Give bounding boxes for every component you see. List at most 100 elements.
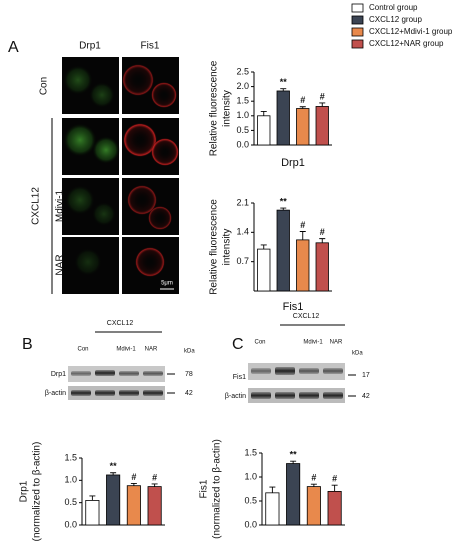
y-tick-label: 0.5 — [236, 125, 249, 135]
bar — [257, 115, 271, 146]
error-bar — [319, 102, 326, 107]
error-bar — [299, 106, 306, 109]
error-bar — [130, 483, 137, 486]
y-tick-label: 0.0 — [236, 139, 249, 149]
lane-label: Con — [254, 340, 265, 346]
lane-label: Con — [77, 347, 88, 353]
y-tick-label: 1.4 — [236, 227, 249, 237]
bar — [315, 106, 329, 146]
y-tick-label: 0.5 — [64, 497, 77, 507]
error-bar — [331, 484, 338, 492]
legend-label: CXCL12+Mdivi-1 group — [369, 27, 453, 36]
bar — [296, 239, 310, 292]
panel-label: B — [22, 336, 33, 353]
y-tick-label: 0.0 — [244, 519, 257, 529]
panel-label: C — [232, 336, 244, 353]
column-label: Fis1 — [141, 41, 160, 52]
bar — [327, 490, 342, 526]
protein-label: Fis1 — [233, 374, 246, 381]
row-label: NAR — [55, 254, 66, 275]
y-axis-label: (normalized to β-actin) — [212, 439, 223, 539]
error-bar — [290, 460, 297, 464]
protein-label: β-actin — [45, 390, 66, 397]
error-bar — [299, 231, 306, 240]
annotation: # — [131, 472, 136, 482]
micrographs — [62, 57, 179, 294]
error-bar — [310, 483, 317, 487]
bar — [296, 108, 310, 146]
size-label: 42 — [185, 390, 193, 397]
y-tick-label: 0.5 — [244, 495, 257, 505]
group-label: CXCL12 — [31, 187, 42, 225]
legend-swatch — [351, 39, 364, 49]
y-axis-label: Drp1 — [19, 480, 30, 502]
y-tick-label: 0.0 — [64, 519, 77, 529]
y-tick-label: 1.5 — [244, 447, 257, 457]
lane-label: Mdivi-1 — [303, 340, 323, 346]
y-tick-label: 0.7 — [236, 256, 249, 266]
kda-label: kDa — [352, 351, 363, 357]
column-label: Drp1 — [79, 41, 101, 52]
group-label: CXCL12 — [107, 320, 134, 327]
annotation: ** — [280, 77, 288, 87]
blot — [248, 388, 345, 403]
x-axis-label: Drp1 — [281, 157, 305, 169]
bar — [276, 90, 290, 146]
error-bar — [269, 486, 276, 493]
protein-label: β-actin — [225, 393, 246, 400]
bands — [71, 370, 163, 396]
annotation: # — [311, 473, 316, 483]
legend-swatch — [351, 27, 364, 37]
y-axis-label: (normalized to β-actin) — [32, 442, 43, 542]
scale-label: 5μm — [161, 281, 173, 287]
kda-label: kDa — [184, 349, 195, 355]
annotation: # — [300, 95, 305, 105]
legend-label: Control group — [369, 3, 418, 12]
error-bar — [151, 483, 158, 487]
y-tick-label: 2.5 — [236, 66, 249, 76]
y-tick-label: 1.0 — [64, 475, 77, 485]
annotation: ** — [290, 450, 298, 460]
x-axis-label: Fis1 — [283, 301, 304, 313]
error-bar — [110, 472, 117, 475]
blot — [248, 363, 345, 380]
annotation: # — [300, 220, 305, 230]
bar — [315, 242, 329, 292]
y-tick-label: 1.0 — [236, 110, 249, 120]
y-axis-label: Fis1 — [199, 479, 210, 498]
error-bar — [280, 88, 287, 91]
protein-label: Drp1 — [51, 371, 66, 378]
bar — [257, 248, 271, 292]
y-axis-label: Relative fluorescence — [209, 60, 220, 156]
bar — [106, 474, 121, 526]
y-tick-label: 1.5 — [236, 96, 249, 106]
bar — [147, 486, 162, 526]
bar — [276, 209, 290, 292]
annotation: # — [320, 227, 325, 237]
y-tick-label: 2.0 — [236, 81, 249, 91]
lane-label: NAR — [330, 340, 343, 346]
legend-swatch — [351, 3, 364, 13]
error-bar — [280, 207, 287, 211]
group-label: CXCL12 — [293, 313, 320, 320]
legend-swatch — [351, 15, 364, 25]
size-label: 78 — [185, 371, 193, 378]
y-tick-label: 1.0 — [244, 471, 257, 481]
blot — [68, 386, 165, 400]
lane-label: NAR — [145, 347, 158, 353]
legend-label: CXCL12+NAR group — [369, 39, 444, 48]
y-tick-label: 1.5 — [64, 452, 77, 462]
bar — [85, 500, 100, 526]
bar — [306, 486, 321, 526]
error-bar — [319, 238, 326, 243]
row-label: Con — [39, 77, 50, 95]
bands — [251, 367, 343, 399]
error-bar — [260, 110, 267, 116]
bar — [126, 485, 141, 526]
bar — [265, 492, 280, 526]
error-bar — [89, 495, 96, 501]
error-bar — [260, 244, 267, 250]
y-axis-label: intensity — [222, 229, 233, 266]
size-label: 42 — [362, 393, 370, 400]
y-axis-label: Relative fluorescence — [209, 199, 220, 295]
